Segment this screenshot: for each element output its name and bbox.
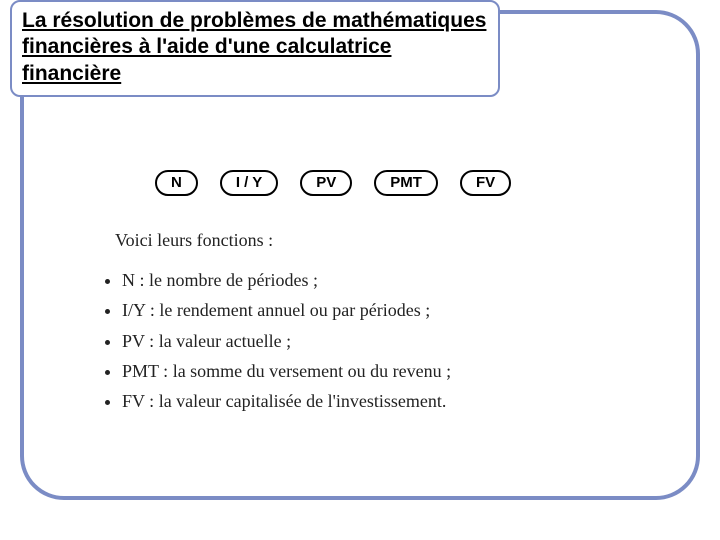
title-box: La résolution de problèmes de mathématiq… [10,0,500,97]
title-line-1: La résolution de problèmes de mathématiq… [22,9,486,32]
key-fv: FV [460,170,511,196]
intro-text: Voici leurs fonctions : [115,230,273,251]
title-line-3: financière [22,62,121,85]
key-pv: PV [300,170,352,196]
desc: la valeur capitalisée de l'investissemen… [159,391,447,411]
term: N : [122,270,145,290]
title-line-2: financières à l'aide d'une calculatrice [22,35,391,58]
calculator-keys-row: N I / Y PV PMT FV [155,170,511,196]
term: FV : [122,391,154,411]
desc: le nombre de périodes ; [149,270,318,290]
list-item: PMT : la somme du versement ou du revenu… [122,359,451,383]
desc: le rendement annuel ou par périodes ; [159,300,430,320]
list-item: PV : la valeur actuelle ; [122,329,451,353]
desc: la somme du versement ou du revenu ; [173,361,451,381]
slide-title: La résolution de problèmes de mathématiq… [22,8,488,87]
key-iy: I / Y [220,170,278,196]
list-item: I/Y : le rendement annuel ou par période… [122,298,451,322]
term: I/Y : [122,300,155,320]
key-n: N [155,170,198,196]
term: PV : [122,331,154,351]
term: PMT : [122,361,168,381]
list-item: FV : la valeur capitalisée de l'investis… [122,389,451,413]
desc: la valeur actuelle ; [159,331,291,351]
list-item: N : le nombre de périodes ; [122,268,451,292]
key-pmt: PMT [374,170,438,196]
definitions-list: N : le nombre de périodes ; I/Y : le ren… [100,268,451,419]
